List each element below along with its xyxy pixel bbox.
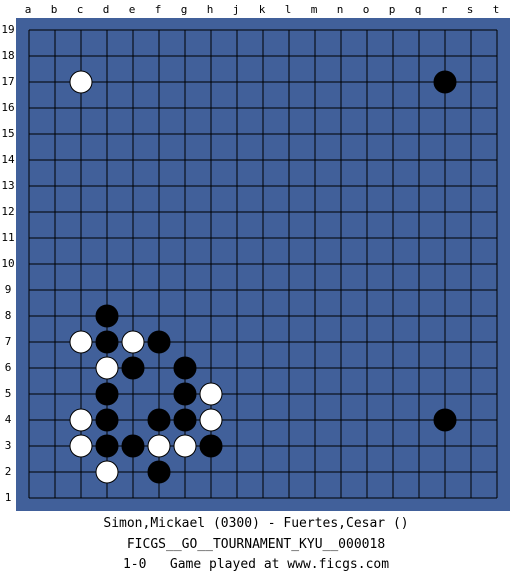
column-label: k: [259, 3, 266, 16]
column-label: h: [207, 3, 214, 16]
black-stone: [147, 460, 171, 484]
column-label: l: [285, 3, 292, 16]
black-stone: [121, 356, 145, 380]
black-stone: [433, 70, 457, 94]
result: 1-0 Game played at www.ficgs.com: [122, 557, 390, 572]
white-stone: [121, 330, 145, 354]
column-label: p: [389, 3, 396, 16]
column-label: j: [233, 3, 240, 16]
black-stone: [433, 408, 457, 432]
row-label: 8: [5, 309, 12, 322]
black-stone: [199, 434, 223, 458]
row-label: 10: [1, 257, 14, 270]
column-label: r: [441, 3, 448, 16]
white-stone: [69, 408, 93, 432]
column-label: o: [363, 3, 370, 16]
white-stone: [95, 356, 119, 380]
row-label: 12: [1, 205, 14, 218]
white-stone: [199, 408, 223, 432]
black-stone: [121, 434, 145, 458]
black-stone: [173, 356, 197, 380]
column-label: g: [181, 3, 188, 16]
event: FICGS__GO__TOURNAMENT_KYU__000018: [126, 537, 386, 552]
black-stone: [95, 304, 119, 328]
row-label: 13: [1, 179, 14, 192]
row-label: 9: [5, 283, 12, 296]
column-label: n: [337, 3, 344, 16]
row-label: 16: [1, 101, 14, 114]
row-label: 11: [1, 231, 14, 244]
row-label: 18: [1, 49, 14, 62]
black-stone: [173, 382, 197, 406]
row-label: 14: [1, 153, 15, 166]
black-stone: [95, 408, 119, 432]
players: Simon,Mickael (0300) - Fuertes,Cesar (): [103, 516, 409, 531]
go-board: a b c d e f g h j k l m n o p q r s t191817161514131211109…: [1, 3, 510, 511]
column-label: t: [493, 3, 500, 16]
column-label: s: [467, 3, 474, 16]
row-label: 6: [5, 361, 12, 374]
row-label: 4: [5, 413, 12, 426]
black-stone: [95, 434, 119, 458]
white-stone: [95, 460, 119, 484]
column-label: a: [25, 3, 32, 16]
column-label: q: [415, 3, 422, 16]
column-label: e: [129, 3, 136, 16]
row-label: 19: [1, 23, 14, 36]
row-label: 7: [5, 335, 12, 348]
white-stone: [69, 434, 93, 458]
black-stone: [147, 408, 171, 432]
row-label: 1: [5, 491, 12, 504]
black-stone: [95, 382, 119, 406]
row-label: 3: [5, 439, 12, 452]
column-label: f: [155, 3, 162, 16]
white-stone: [173, 434, 197, 458]
white-stone: [69, 330, 93, 354]
black-stone: [95, 330, 119, 354]
white-stone: [69, 70, 93, 94]
row-label: 5: [5, 387, 12, 400]
column-label: m: [311, 3, 318, 16]
row-label: 17: [1, 75, 14, 88]
row-label: 15: [1, 127, 14, 140]
column-label: c: [77, 3, 84, 16]
column-label: d: [103, 3, 110, 16]
column-label: b: [51, 3, 58, 16]
row-label: 2: [5, 465, 12, 478]
black-stone: [173, 408, 197, 432]
black-stone: [147, 330, 171, 354]
white-stone: [199, 382, 223, 406]
white-stone: [147, 434, 171, 458]
